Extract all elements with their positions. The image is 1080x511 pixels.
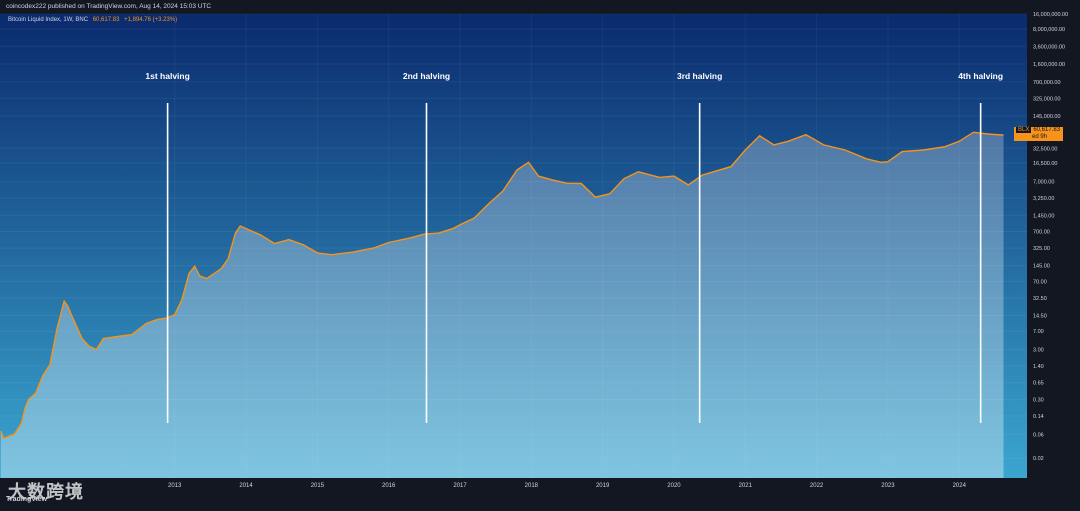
- y-tick-label: 70.00: [1033, 279, 1047, 285]
- halving-markers: 1st halving 2nd halving 3rd halving 4th hal…: [145, 71, 1003, 423]
- legend-value: 60,617.83: [92, 17, 120, 23]
- price-tag-countdown: ed 9h: [1032, 134, 1048, 140]
- price-area: [0, 132, 1004, 479]
- y-tick-label: 16,000,000.00: [1033, 12, 1068, 18]
- y-tick-label: 3,250.00: [1033, 196, 1054, 202]
- x-tick-label: 2024: [953, 483, 967, 489]
- x-axis-panel: [0, 478, 1080, 511]
- y-axis-ticks: 16,000,000.00 8,000,000.00 3,600,000.00 1,6…: [1033, 12, 1068, 462]
- y-tick-label: 1,450.00: [1033, 214, 1054, 220]
- x-tick-label: 2021: [739, 483, 753, 489]
- y-axis-panel: [1027, 14, 1080, 478]
- y-tick-label: 8,000,000.00: [1033, 27, 1065, 33]
- y-tick-label: 0.06: [1033, 432, 1044, 438]
- y-tick-label: 145,000.00: [1033, 114, 1061, 120]
- x-axis-ticks: 2013 2014 2015 2016 2017 2018 2019 2020 2021 2022…: [168, 483, 967, 489]
- publish-bar: coincodex222 published on TradingView.co…: [0, 0, 1080, 14]
- halving-label-4: 4th halving: [958, 71, 1003, 81]
- publish-info: coincodex222 published on TradingView.co…: [6, 3, 212, 10]
- x-tick-label: 2018: [525, 483, 539, 489]
- halving-label-1: 1st halving: [145, 71, 189, 81]
- tradingview-logo: TradingView: [6, 496, 48, 503]
- y-tick-label: 0.30: [1033, 397, 1044, 403]
- price-line: [0, 131, 1004, 440]
- y-tick-label: 1.40: [1033, 364, 1044, 370]
- halving-label-3: 3rd halving: [677, 71, 722, 81]
- y-tick-label: 32.50: [1033, 296, 1047, 302]
- y-tick-label: 3,600,000.00: [1033, 44, 1065, 50]
- y-tick-label: 3.00: [1033, 348, 1044, 354]
- x-tick-label: 2013: [168, 483, 182, 489]
- y-tick-label: 325.00: [1033, 246, 1050, 252]
- y-tick-label: 325,000.00: [1033, 96, 1061, 102]
- price-tag-value: 60,617.83: [1033, 127, 1061, 133]
- legend-title: Bitcoin Liquid Index, 1W, BNC: [8, 17, 89, 23]
- x-tick-label: 2019: [596, 483, 610, 489]
- y-tick-label: 700.00: [1033, 229, 1050, 235]
- y-tick-label: 32,500.00: [1033, 146, 1057, 152]
- y-tick-label: 16,500.00: [1033, 161, 1057, 167]
- x-tick-label: 2016: [382, 483, 396, 489]
- x-tick-label: 2015: [311, 483, 325, 489]
- x-tick-label: 2023: [881, 483, 895, 489]
- y-tick-label: 1,600,000.00: [1033, 62, 1065, 68]
- y-tick-label: 0.14: [1033, 414, 1044, 420]
- y-tick-label: 700,000.00: [1033, 80, 1061, 86]
- y-tick-label: 7.00: [1033, 329, 1044, 335]
- symbol-legend: Bitcoin Liquid Index, 1W, BNC 60,617.83 …: [8, 17, 177, 23]
- legend-change: +1,894.76 (+3.23%): [124, 17, 178, 23]
- last-price-tag: BLX 60,617.83 ed 9h: [1014, 127, 1064, 141]
- x-tick-label: 2022: [810, 483, 824, 489]
- price-tag-symbol: BLX: [1016, 127, 1032, 133]
- y-tick-label: 145.00: [1033, 264, 1050, 270]
- y-tick-label: 14.50: [1033, 313, 1047, 319]
- x-tick-label: 2017: [453, 483, 467, 489]
- y-tick-label: 7,000.00: [1033, 180, 1054, 186]
- y-tick-label: 0.02: [1033, 456, 1044, 462]
- y-tick-label: 0.65: [1033, 381, 1044, 387]
- x-tick-label: 2020: [667, 483, 681, 489]
- halving-label-2: 2nd halving: [403, 71, 450, 81]
- watermark: 大数跨境: [8, 482, 84, 502]
- x-tick-label: 2014: [239, 483, 253, 489]
